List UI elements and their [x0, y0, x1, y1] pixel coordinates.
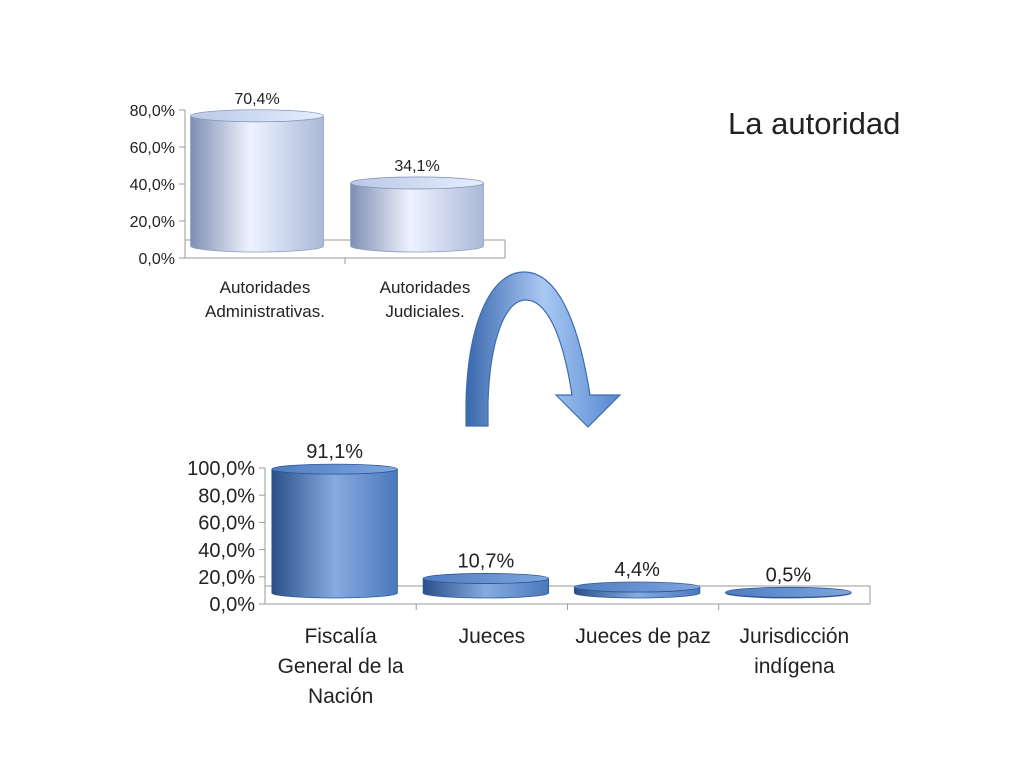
- chart-1-bar-cap: [573, 581, 701, 593]
- chart-1-y-tick-label: 20,0%: [198, 567, 255, 589]
- chart-0-value-label: 34,1%: [394, 158, 439, 175]
- chart-bottom: 0,0% 20,0% 40,0% 60,0% 80,0% 100,0% 91,1% Fisca…: [187, 441, 871, 708]
- chart-0-category-label: Autoridades: [220, 278, 311, 297]
- chart-1-category-label: Nación: [308, 685, 373, 708]
- chart-0-y-tick-label: 20,0%: [130, 214, 175, 231]
- chart-1-bar-cap: [725, 586, 852, 598]
- chart-1-y-tick-label: 40,0%: [198, 540, 255, 562]
- chart-1-bar-cap: [422, 573, 550, 584]
- chart-1-bar-cap: [271, 463, 398, 475]
- page-title: La autoridad: [728, 106, 901, 141]
- chart-1-category-label: indígena: [754, 655, 835, 678]
- chart-1-y-tick-label: 0,0%: [209, 594, 255, 616]
- chart-0-bar: [190, 115, 324, 253]
- chart-1-category-label: Jurisdicción: [740, 625, 850, 648]
- chart-1-bar: [271, 468, 398, 599]
- chart-1-category-label: Jueces: [459, 625, 526, 648]
- chart-0-y-tick-label: 0,0%: [139, 251, 175, 268]
- chart-0-bar-cap: [350, 176, 484, 190]
- chart-1-y-tick-label: 80,0%: [198, 485, 255, 507]
- chart-0-y-tick-label: 60,0%: [130, 140, 175, 157]
- chart-0-bar: [350, 182, 484, 253]
- chart-1-value-label: 10,7%: [458, 550, 515, 572]
- chart-1-category-label: Fiscalía: [304, 625, 377, 648]
- chart-0-category-label: Administrativas.: [205, 302, 325, 321]
- chart-1-value-label: 91,1%: [306, 441, 363, 463]
- chart-1-value-label: 4,4%: [614, 559, 660, 581]
- curved-arrow-icon: [465, 271, 622, 428]
- chart-0-y-tick-label: 80,0%: [130, 103, 175, 120]
- chart-0-y-tick-label: 40,0%: [130, 177, 175, 194]
- chart-top: 0,0% 20,0% 40,0% 60,0% 80,0% 70,4% Autoridades…: [130, 91, 506, 321]
- chart-1-y-tick-label: 100,0%: [187, 458, 255, 480]
- chart-1-category-label: Jueces de paz: [575, 625, 710, 648]
- chart-0-category-label: Autoridades: [380, 278, 471, 297]
- chart-1-y-tick-label: 60,0%: [198, 513, 255, 535]
- chart-0-value-label: 70,4%: [234, 91, 279, 108]
- chart-1-value-label: 0,5%: [766, 564, 812, 586]
- chart-0-category-label: Judiciales.: [385, 302, 464, 321]
- chart-0-bar-cap: [190, 109, 324, 123]
- chart-1-category-label: General de la: [278, 655, 404, 678]
